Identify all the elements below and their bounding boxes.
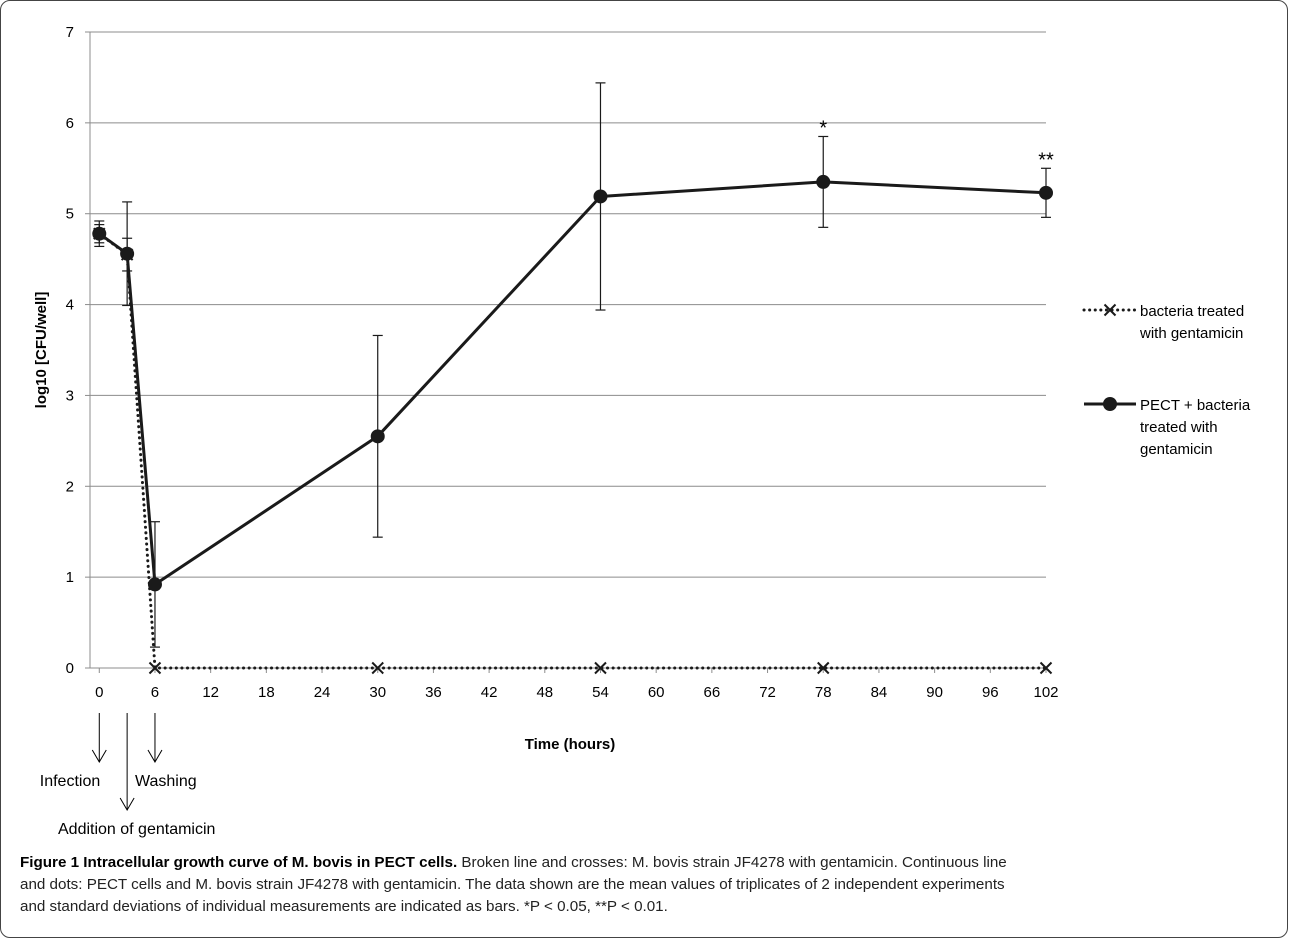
y-axis-title: log10 [CFU/well] bbox=[33, 292, 50, 409]
x-tick-label: 96 bbox=[982, 684, 999, 701]
annotation-label-washing: Washing bbox=[135, 773, 197, 790]
y-tick-label: 7 bbox=[66, 24, 74, 41]
x-tick-label: 60 bbox=[648, 684, 665, 701]
legend: bacteria treated with gentamicin PECT + ba… bbox=[1082, 303, 1251, 458]
caption-text-1: Broken line and crosses: M. bovis strain… bbox=[461, 854, 1007, 871]
x-tick-label: 54 bbox=[592, 684, 609, 701]
grid-layer bbox=[90, 31, 1046, 578]
data-point-cross bbox=[371, 661, 384, 675]
annotation-arrow-head bbox=[119, 797, 135, 811]
significance-marker: ** bbox=[1038, 149, 1054, 171]
figure-caption: Figure 1 Intracellular growth curve of M… bbox=[20, 852, 1275, 918]
y-tick-label: 0 bbox=[66, 660, 74, 677]
x-tick-label: 102 bbox=[1033, 684, 1058, 701]
y-tick-label: 1 bbox=[66, 569, 74, 586]
series-line-2 bbox=[98, 180, 1047, 586]
legend-swatch-cross bbox=[1103, 303, 1117, 317]
x-tick-label: 12 bbox=[202, 684, 219, 701]
data-point-cross bbox=[817, 661, 830, 675]
x-tick-label: 24 bbox=[314, 684, 331, 701]
caption-line-1: Figure 1 Intracellular growth curve of M… bbox=[20, 852, 1275, 874]
annotation-label-infection: Infection bbox=[40, 773, 100, 790]
data-point-dot bbox=[593, 189, 608, 204]
data-point-dot bbox=[147, 577, 162, 592]
x-tick-label: 84 bbox=[871, 684, 888, 701]
annotation-label-addition: Addition of gentamicin bbox=[58, 821, 215, 838]
annotation-arrow-head bbox=[91, 749, 107, 763]
legend-label-2: gentamicin bbox=[1140, 441, 1213, 458]
series-line-1 bbox=[97, 232, 1048, 670]
data-point-cross bbox=[148, 661, 162, 675]
legend-label-1: bacteria treated bbox=[1140, 303, 1244, 320]
legend-label-1: with gentamicin bbox=[1139, 325, 1243, 342]
annotation-arrow-head bbox=[147, 749, 163, 763]
y-tick-label: 2 bbox=[66, 478, 74, 495]
y-tick-label: 3 bbox=[66, 387, 74, 404]
significance-marker: * bbox=[819, 117, 827, 139]
caption-line-3: and standard deviations of individual me… bbox=[20, 898, 668, 915]
data-point-dot bbox=[120, 246, 135, 261]
data-point-cross bbox=[594, 661, 607, 675]
x-tick-label: 66 bbox=[704, 684, 721, 701]
annotation-layer: Infection Addition of gentamicin Washing bbox=[40, 713, 215, 838]
legend-label-2: treated with bbox=[1140, 419, 1218, 436]
caption-title: Figure 1 Intracellular growth curve of M… bbox=[20, 854, 458, 871]
x-tick-label: 30 bbox=[369, 684, 386, 701]
x-tick-label: 90 bbox=[926, 684, 943, 701]
x-tick-label: 18 bbox=[258, 684, 275, 701]
y-tick-label: 4 bbox=[66, 297, 74, 314]
y-tick-label: 6 bbox=[66, 115, 74, 132]
x-tick-label: 78 bbox=[815, 684, 832, 701]
x-tick-label: 6 bbox=[151, 684, 159, 701]
x-tick-label: 72 bbox=[759, 684, 776, 701]
x-tick-label: 42 bbox=[481, 684, 498, 701]
x-axis-title: Time (hours) bbox=[525, 736, 616, 753]
data-point-dot bbox=[370, 429, 385, 444]
x-tick-label: 36 bbox=[425, 684, 442, 701]
legend-label-2: PECT + bacteria bbox=[1140, 397, 1251, 414]
series-layer: *** bbox=[92, 82, 1054, 675]
data-point-dot bbox=[92, 226, 107, 241]
legend-swatch-dot bbox=[1103, 397, 1117, 411]
y-tick-label: 5 bbox=[66, 206, 74, 223]
data-point-dot bbox=[1039, 185, 1053, 200]
x-tick-label: 48 bbox=[536, 684, 553, 701]
caption-line-2: and dots: PECT cells and M. bovis strain… bbox=[20, 876, 1005, 893]
data-point-cross bbox=[1039, 661, 1053, 675]
x-tick-label: 0 bbox=[95, 684, 103, 701]
data-point-dot bbox=[816, 174, 831, 189]
